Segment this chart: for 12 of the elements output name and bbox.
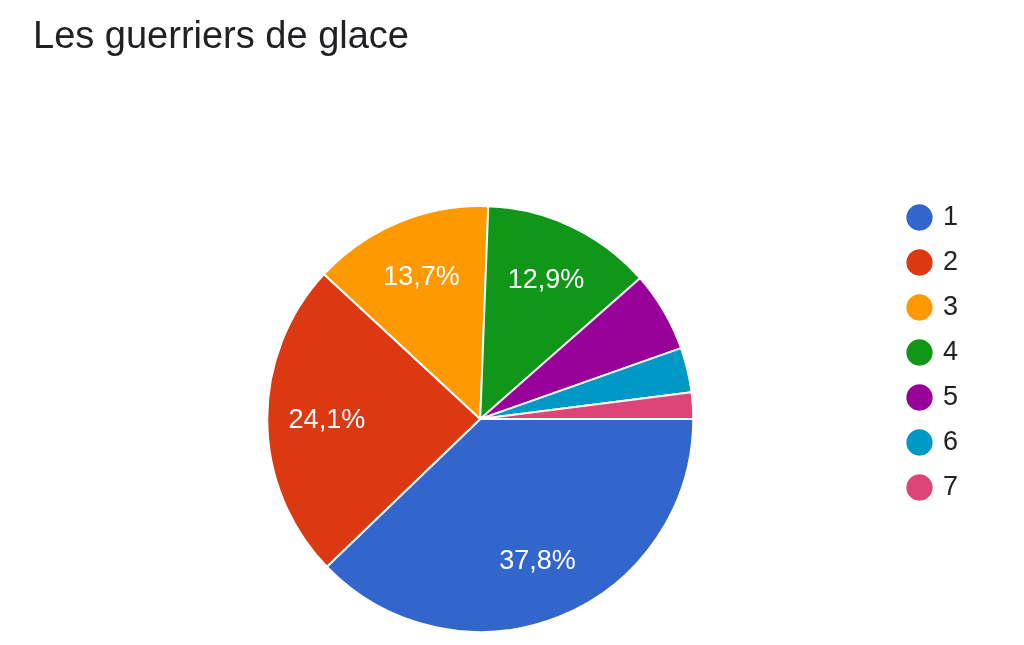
data-label: 12,9% [507, 263, 585, 294]
data-label: 13,7% [383, 260, 460, 291]
legend-label: 3 [942, 290, 959, 321]
data-label: 37,8% [499, 544, 576, 575]
chart-title: Les guerriers de glace [33, 14, 409, 56]
legend-label: 6 [942, 425, 959, 456]
legend-label: 1 [942, 200, 959, 231]
legend-label: 4 [942, 335, 959, 366]
legend-label: 7 [942, 470, 959, 501]
data-label: 24,1% [288, 403, 366, 434]
legend-label: 5 [942, 380, 959, 411]
legend-label: 2 [942, 245, 959, 276]
